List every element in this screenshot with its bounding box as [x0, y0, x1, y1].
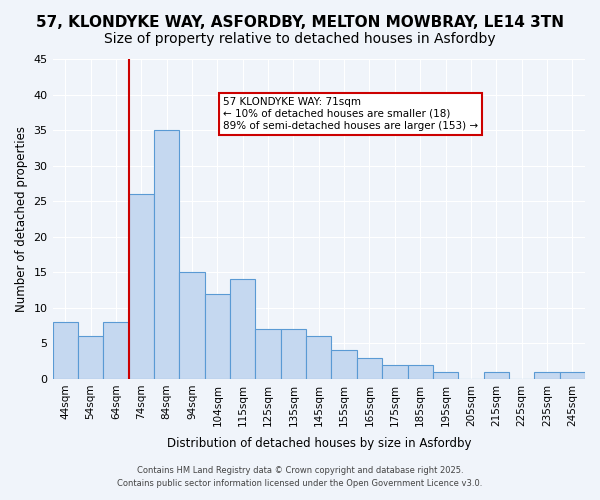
Bar [331, 350, 357, 379]
Text: 57 KLONDYKE WAY: 71sqm
← 10% of detached houses are smaller (18)
89% of semi-det: 57 KLONDYKE WAY: 71sqm ← 10% of detached… [223, 98, 478, 130]
Bar [256, 329, 281, 379]
Text: 57, KLONDYKE WAY, ASFORDBY, MELTON MOWBRAY, LE14 3TN: 57, KLONDYKE WAY, ASFORDBY, MELTON MOWBR… [36, 15, 564, 30]
Bar [534, 372, 560, 379]
Bar [154, 130, 179, 379]
Bar [78, 336, 103, 379]
Bar [128, 194, 154, 379]
Bar [281, 329, 306, 379]
Bar [560, 372, 585, 379]
Bar [382, 364, 407, 379]
Bar [205, 294, 230, 379]
Bar [306, 336, 331, 379]
Bar [179, 272, 205, 379]
X-axis label: Distribution of detached houses by size in Asfordby: Distribution of detached houses by size … [167, 437, 471, 450]
Y-axis label: Number of detached properties: Number of detached properties [15, 126, 28, 312]
Bar [407, 364, 433, 379]
Bar [433, 372, 458, 379]
Text: Contains HM Land Registry data © Crown copyright and database right 2025.
Contai: Contains HM Land Registry data © Crown c… [118, 466, 482, 487]
Bar [357, 358, 382, 379]
Bar [53, 322, 78, 379]
Bar [484, 372, 509, 379]
Bar [103, 322, 128, 379]
Bar [230, 280, 256, 379]
Text: Size of property relative to detached houses in Asfordby: Size of property relative to detached ho… [104, 32, 496, 46]
